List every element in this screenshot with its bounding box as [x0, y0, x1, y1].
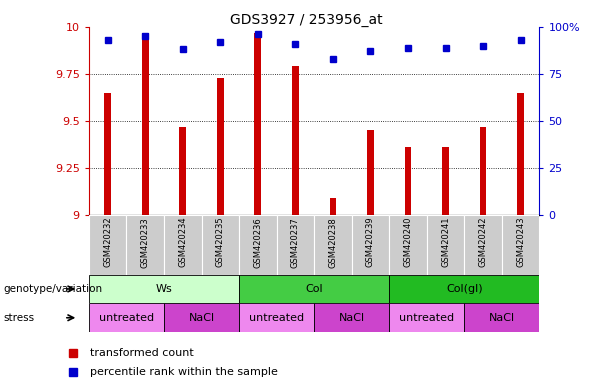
Text: genotype/variation: genotype/variation	[3, 284, 102, 294]
Bar	[292, 66, 299, 215]
Bar	[164, 215, 202, 275]
Bar	[89, 303, 164, 332]
Text: stress: stress	[3, 313, 34, 323]
Bar	[239, 215, 276, 275]
Bar	[442, 147, 449, 215]
Text: Ws: Ws	[156, 284, 172, 294]
Text: untreated: untreated	[249, 313, 304, 323]
Text: untreated: untreated	[399, 313, 454, 323]
Text: GSM420235: GSM420235	[216, 217, 225, 267]
Text: GDS3927 / 253956_at: GDS3927 / 253956_at	[230, 13, 383, 27]
Bar	[352, 215, 389, 275]
Bar	[180, 127, 186, 215]
Text: GSM420236: GSM420236	[253, 217, 262, 268]
Bar	[367, 131, 374, 215]
Bar	[276, 215, 314, 275]
Bar	[239, 303, 314, 332]
Text: GSM420238: GSM420238	[329, 217, 337, 268]
Bar	[427, 215, 465, 275]
Bar	[389, 275, 539, 303]
Bar	[164, 303, 239, 332]
Bar	[202, 215, 239, 275]
Text: GSM420243: GSM420243	[516, 217, 525, 267]
Text: GSM420233: GSM420233	[141, 217, 150, 268]
Bar	[465, 215, 502, 275]
Text: GSM420242: GSM420242	[479, 217, 487, 267]
Bar	[239, 275, 389, 303]
Bar	[480, 127, 487, 215]
Bar	[389, 215, 427, 275]
Bar	[142, 33, 148, 215]
Bar	[389, 303, 465, 332]
Bar	[89, 215, 126, 275]
Text: GSM420241: GSM420241	[441, 217, 450, 267]
Text: GSM420240: GSM420240	[403, 217, 413, 267]
Text: GSM420232: GSM420232	[103, 217, 112, 267]
Text: GSM420237: GSM420237	[291, 217, 300, 268]
Text: Col(gl): Col(gl)	[446, 284, 482, 294]
Bar	[254, 33, 261, 215]
Text: NaCl: NaCl	[188, 313, 215, 323]
Bar	[517, 93, 524, 215]
Bar	[89, 275, 239, 303]
Text: NaCl: NaCl	[489, 313, 515, 323]
Bar	[502, 215, 539, 275]
Bar	[314, 303, 389, 332]
Text: Col: Col	[305, 284, 323, 294]
Bar	[465, 303, 539, 332]
Text: untreated: untreated	[99, 313, 154, 323]
Text: NaCl: NaCl	[338, 313, 365, 323]
Bar	[330, 198, 337, 215]
Text: percentile rank within the sample: percentile rank within the sample	[89, 366, 278, 377]
Text: GSM420234: GSM420234	[178, 217, 187, 267]
Text: GSM420239: GSM420239	[366, 217, 375, 267]
Bar	[126, 215, 164, 275]
Bar	[104, 93, 111, 215]
Bar	[217, 78, 224, 215]
Bar	[405, 147, 411, 215]
Text: transformed count: transformed count	[89, 348, 193, 358]
Bar	[314, 215, 352, 275]
